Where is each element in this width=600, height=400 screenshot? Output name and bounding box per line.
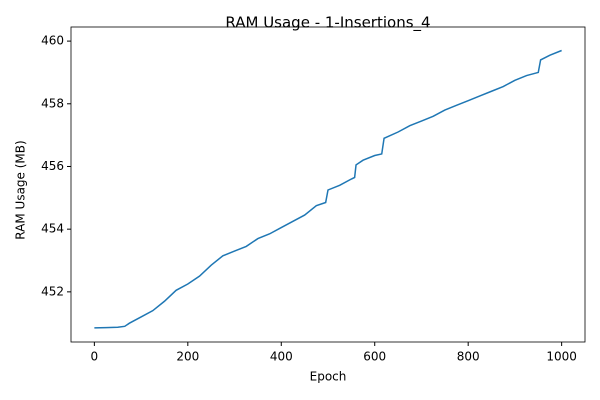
plot-frame [70,26,586,343]
y-tick-label: 456 [41,159,64,173]
y-axis-label: RAM Usage (MB) [14,140,28,239]
x-axis-label: Epoch [310,370,347,384]
y-tick-label: 452 [41,284,64,298]
x-tick-label: 600 [363,350,386,364]
x-tick-label: 1000 [546,350,577,364]
x-tick-label: 400 [270,350,293,364]
y-tick-label: 458 [41,96,64,110]
x-tick-label: 800 [457,350,480,364]
data-line [94,49,562,329]
y-tick-label: 454 [41,222,64,236]
chart-title: RAM Usage - 1-Insertions_4 [225,14,430,33]
y-tick-label: 460 [41,34,64,48]
x-tick-label: 0 [91,350,99,364]
x-tick-label: 200 [176,350,199,364]
